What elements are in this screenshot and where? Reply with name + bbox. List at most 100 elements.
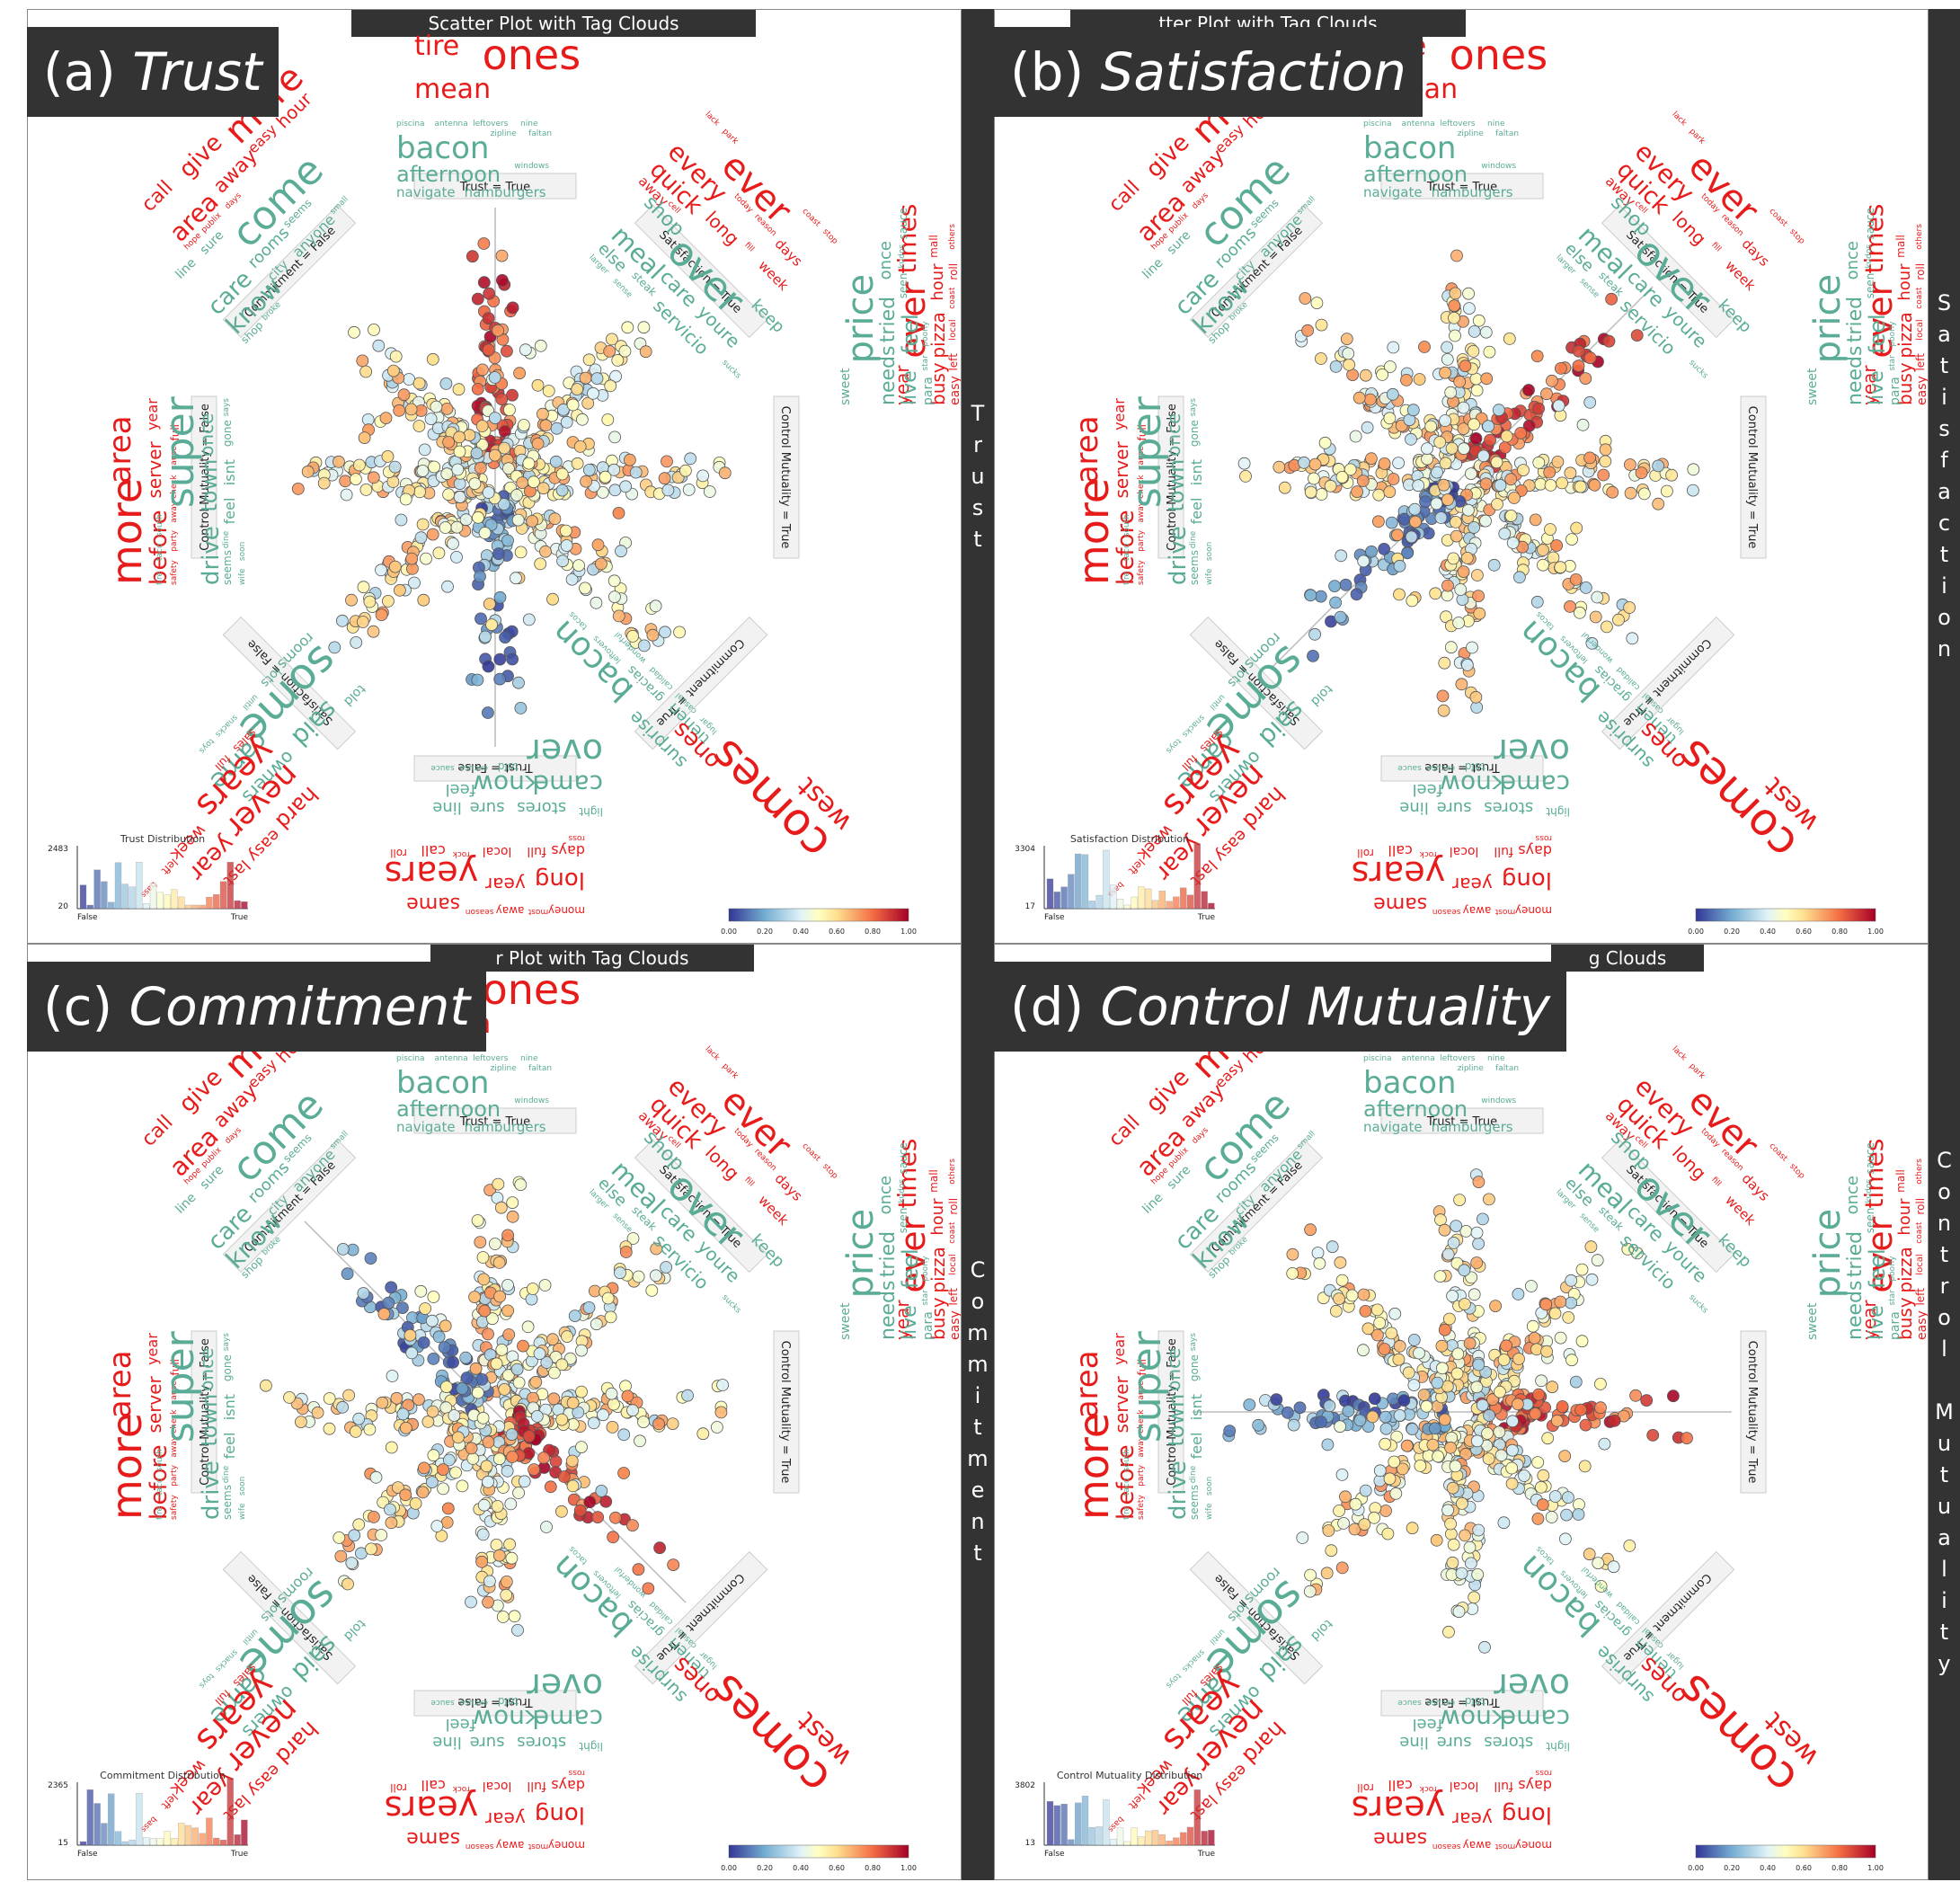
tag-word: money <box>548 1839 585 1851</box>
tag-word: others <box>948 224 957 250</box>
tag-word: week <box>1722 1192 1759 1229</box>
data-point <box>1449 1460 1462 1473</box>
data-point <box>363 595 377 608</box>
data-point <box>365 1542 377 1556</box>
histogram-bar <box>1138 1836 1145 1846</box>
data-point <box>459 1351 473 1364</box>
tag-word: party <box>170 529 179 551</box>
tag-word: dine <box>1189 1465 1198 1483</box>
data-point <box>471 673 484 687</box>
tag-word: hour <box>928 1198 947 1236</box>
data-point <box>1389 1487 1403 1500</box>
data-point <box>1311 1247 1325 1259</box>
data-point <box>416 518 430 531</box>
histogram-xmin: False <box>77 913 98 922</box>
data-point <box>626 1404 639 1417</box>
data-point <box>1378 457 1391 470</box>
tag-word: windows <box>1481 162 1516 171</box>
axis-label: Trust = False <box>457 760 533 774</box>
data-point <box>542 385 555 397</box>
data-point <box>1472 1176 1486 1189</box>
data-point <box>1442 1312 1456 1326</box>
tag-word: season <box>1432 1842 1461 1851</box>
data-point <box>397 388 411 402</box>
histogram-bar <box>234 1834 241 1846</box>
scatter-points <box>259 1176 729 1637</box>
data-point <box>1441 579 1454 592</box>
data-point <box>1470 1380 1484 1394</box>
histogram-bar <box>101 1823 108 1846</box>
data-point <box>1455 1567 1468 1580</box>
tag-word: know <box>473 769 539 799</box>
data-point <box>364 1252 377 1265</box>
tag-word: poorly <box>1888 321 1897 347</box>
data-point <box>357 581 370 594</box>
data-point <box>385 1281 398 1294</box>
tag-word: roll <box>390 1781 407 1794</box>
data-point <box>555 1505 568 1518</box>
colorbar-tick: 0.20 <box>1724 1864 1740 1872</box>
data-point <box>1456 1497 1468 1510</box>
tag-word: park <box>721 127 741 146</box>
data-point <box>1406 594 1419 608</box>
data-point <box>529 1375 543 1389</box>
histogram-bar <box>178 896 185 910</box>
tag-word: long <box>1668 1141 1710 1184</box>
data-point <box>517 1339 529 1353</box>
data-point <box>1307 650 1319 662</box>
side-bar: C o m m i t m e n t <box>962 944 994 1880</box>
histogram-bar <box>191 904 199 910</box>
data-point <box>412 420 426 432</box>
axis-label: Control Mutuality = False <box>199 1338 212 1486</box>
axis-label: Trust = False <box>1424 1695 1500 1709</box>
data-point <box>1350 588 1363 601</box>
tag-word: long <box>701 1141 743 1184</box>
tag-word: full <box>1494 844 1513 858</box>
data-point <box>1357 1288 1370 1301</box>
tag-word: feel <box>1188 1433 1205 1460</box>
tag-word: poorly <box>921 321 930 347</box>
data-point <box>1335 1274 1349 1287</box>
data-point <box>367 471 380 484</box>
tag-word: kudos <box>1865 244 1874 269</box>
tag-word: tire <box>155 1505 164 1520</box>
data-point <box>450 520 464 534</box>
data-point <box>1506 1415 1519 1428</box>
tag-word: live <box>1866 1305 1888 1340</box>
data-point <box>1574 480 1587 493</box>
data-point <box>393 583 406 597</box>
data-point <box>1313 1256 1326 1270</box>
data-point <box>1459 360 1472 373</box>
data-point <box>1393 1339 1406 1353</box>
tag-word: light <box>579 1740 603 1753</box>
tag-word: wife <box>1205 568 1214 585</box>
colorbar: 0.00 0.20 0.40 0.60 0.80 1.00 <box>721 1844 917 1872</box>
data-point <box>575 1441 588 1453</box>
data-point <box>501 1464 514 1478</box>
tag-word: check <box>1137 1409 1146 1434</box>
tag-word: ross <box>568 833 585 842</box>
data-point <box>1387 341 1400 354</box>
tag-word: line <box>1140 256 1166 282</box>
tag-word: live <box>1866 370 1888 405</box>
data-point <box>1592 1557 1605 1569</box>
data-point <box>645 1283 659 1297</box>
data-point <box>615 545 627 558</box>
colorbar: 0.00 0.20 0.40 0.60 0.80 1.00 <box>1688 908 1884 936</box>
data-point <box>511 513 525 527</box>
tag-word: sweet <box>1805 1302 1820 1340</box>
data-point <box>1421 442 1433 456</box>
distribution-histogram: Control Mutuality Distribution380213Fals… <box>1015 1770 1215 1859</box>
tag-word: windows <box>514 1096 549 1105</box>
data-point <box>491 1500 504 1513</box>
data-point <box>291 483 305 495</box>
tag-word: park <box>1688 127 1707 146</box>
data-point <box>1438 1323 1451 1336</box>
data-point <box>1359 1484 1372 1497</box>
tag-cloud-w-red: moreareabeforeserveryearsafetypartyawayc… <box>1069 1333 1149 1520</box>
tag-word: leftovers <box>1440 120 1476 129</box>
histogram-bar <box>86 904 93 910</box>
